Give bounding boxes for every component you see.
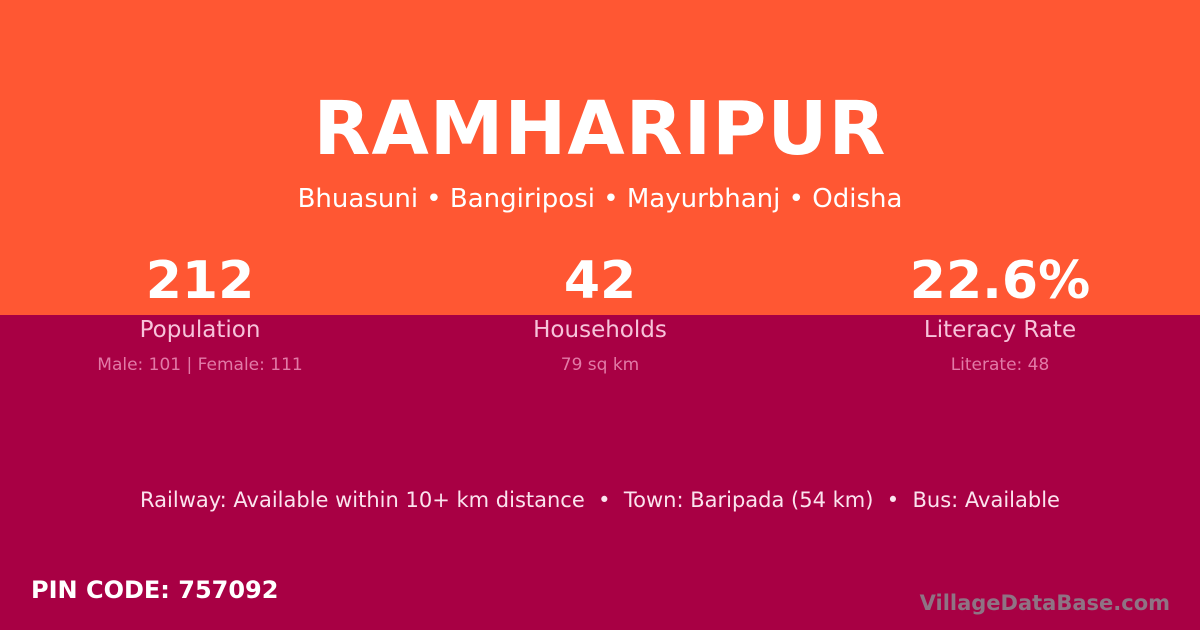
stat-value: 212 bbox=[145, 251, 255, 311]
pin-code: PIN CODE: 757092 bbox=[31, 576, 279, 604]
stat-value: 22.6% bbox=[909, 251, 1091, 311]
stat-detail: Male: 101 | Female: 111 bbox=[97, 355, 303, 375]
stat-label: Population bbox=[139, 317, 261, 343]
header-band bbox=[0, 0, 1200, 315]
body-band bbox=[0, 315, 1200, 630]
stat-value: 42 bbox=[563, 251, 637, 311]
stat-detail: Literate: 48 bbox=[950, 355, 1050, 375]
village-name: RAMHARIPUR bbox=[313, 86, 887, 172]
stat-label: Households bbox=[533, 317, 667, 343]
stat-detail: 79 sq km bbox=[560, 355, 640, 375]
stat-label: Literacy Rate bbox=[923, 317, 1077, 343]
access-info: Railway: Available within 10+ km distanc… bbox=[140, 488, 1060, 512]
location-breadcrumb: Bhuasuni • Bangiriposi • Mayurbhanj • Od… bbox=[297, 184, 903, 214]
watermark: VillageDataBase.com bbox=[919, 591, 1170, 615]
